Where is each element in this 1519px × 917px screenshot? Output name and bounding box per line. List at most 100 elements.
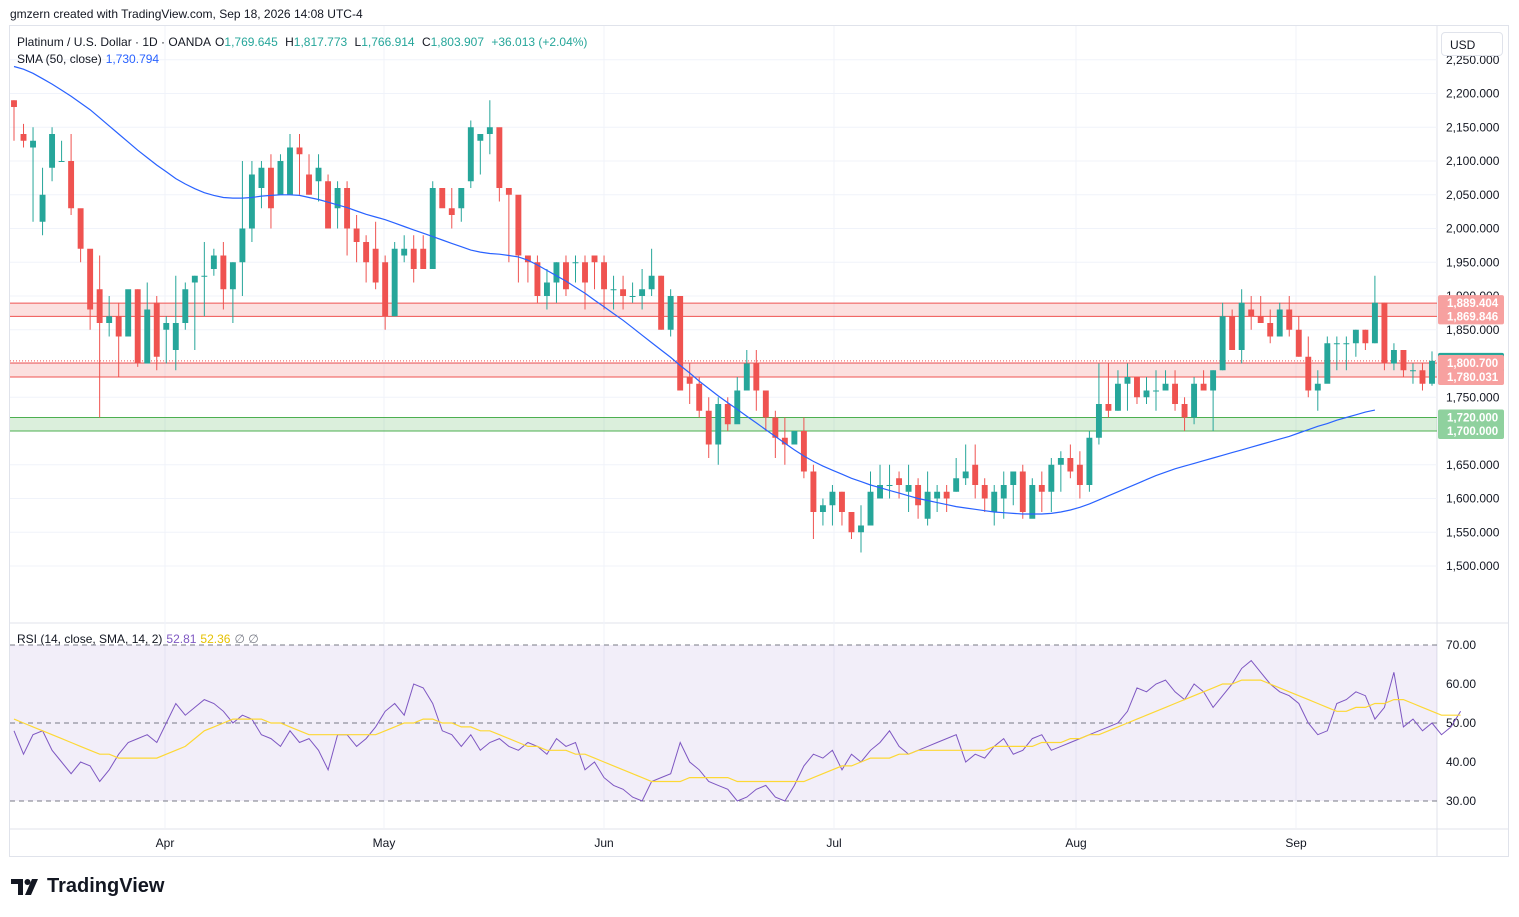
price-label: 1,889.404: [1447, 298, 1499, 310]
candle-body: [363, 242, 370, 263]
candle-body: [1286, 309, 1293, 330]
candle-body: [306, 174, 312, 195]
candle-body: [639, 289, 646, 296]
zone-support: [10, 417, 1437, 431]
sma-label: SMA (50, close): [17, 52, 102, 66]
candle-body: [810, 471, 817, 512]
candle-body: [1095, 404, 1102, 438]
rsi-tick-label: 60.00: [1446, 677, 1476, 691]
change-value: +36.013 (+2.04%): [491, 35, 588, 49]
price-label-box: [1438, 308, 1504, 325]
candle-body: [1029, 485, 1036, 519]
candle-body: [287, 147, 293, 195]
candle-body: [410, 248, 417, 269]
candle-body: [743, 363, 750, 391]
candle-body: [153, 302, 160, 357]
rsi-tick-label: 40.00: [1446, 755, 1476, 769]
candle-body: [1210, 370, 1217, 391]
candle-body: [1219, 316, 1226, 371]
candle-body: [1229, 316, 1236, 350]
candle-body: [1238, 302, 1245, 350]
zone-resistance: [10, 363, 1437, 377]
candle-body: [1191, 383, 1198, 418]
candle-body: [268, 167, 274, 209]
candle-body: [1362, 329, 1369, 344]
candle-body: [1371, 302, 1378, 344]
price-tick-label: 1,950.000: [1446, 255, 1500, 269]
candle-body: [848, 512, 855, 533]
candle-body: [1114, 383, 1121, 411]
candle-body: [353, 228, 360, 242]
candle-body: [934, 491, 941, 499]
candle-body: [201, 275, 208, 277]
candle-body: [1038, 485, 1045, 492]
candle-body: [829, 491, 836, 506]
candle-body: [867, 491, 874, 526]
candle-body: [648, 275, 655, 290]
time-tick-label: May: [373, 836, 396, 850]
chart-frame: [9, 25, 1509, 857]
sma-line: [13, 65, 1376, 515]
candle-body: [839, 491, 845, 512]
candle-body: [524, 255, 531, 263]
time-tick-label: Jun: [594, 836, 613, 850]
candle-body: [1257, 316, 1264, 323]
attribution: gmzern created with TradingView.com, Sep…: [10, 7, 363, 21]
candle-body: [1410, 370, 1416, 372]
candle-body: [762, 390, 769, 418]
open-label: O: [215, 35, 225, 49]
candle-body: [553, 262, 560, 283]
candle-body: [68, 161, 75, 209]
candle-body: [905, 485, 912, 492]
candle-body: [724, 404, 731, 425]
candle-body: [296, 147, 303, 155]
candle-body: [981, 485, 988, 499]
candle-body: [620, 289, 627, 296]
candle-body: [772, 417, 779, 438]
candle-body: [1343, 343, 1350, 345]
candle-body: [1172, 383, 1178, 404]
high-value: 1,817.773: [293, 35, 348, 49]
candle-body: [591, 255, 598, 263]
candle-body: [30, 140, 36, 148]
candle-body: [315, 167, 322, 182]
candle-body: [1352, 329, 1359, 344]
rsi-extra: ∅ ∅: [234, 632, 259, 646]
candle-body: [1295, 329, 1302, 357]
candle-body: [134, 289, 141, 364]
price-tick-label: 2,000.000: [1446, 222, 1500, 236]
candle-body: [515, 194, 522, 256]
candle-body: [1333, 343, 1340, 345]
candle-body: [1057, 458, 1064, 465]
time-tick-label: Sep: [1285, 836, 1307, 850]
price-label: 1,869.846: [1447, 311, 1498, 323]
low-label: L: [354, 35, 362, 49]
candle-body: [458, 188, 465, 209]
candle-body: [1010, 471, 1017, 485]
currency-button[interactable]: USD: [1441, 32, 1503, 56]
candle-body: [448, 208, 455, 215]
rsi-tick-label: 30.00: [1446, 794, 1476, 808]
candle-body: [915, 485, 922, 506]
low-value: 1,766.914: [361, 35, 415, 49]
candle-body: [686, 377, 693, 384]
time-tick-label: Jul: [826, 836, 841, 850]
candle-body: [182, 289, 189, 323]
candle-body: [391, 248, 398, 317]
candle-body: [1248, 309, 1255, 317]
candle-body: [1048, 464, 1055, 492]
candle-body: [477, 134, 484, 141]
price-tick-label: 1,550.000: [1446, 525, 1500, 539]
tradingview-logo-text: TradingView: [47, 875, 165, 897]
rsi-tick-label: 50.00: [1446, 716, 1476, 730]
candle-body: [1019, 471, 1026, 512]
price-tick-label: 2,150.000: [1446, 120, 1500, 134]
candle-body: [658, 275, 665, 330]
candle-body: [325, 181, 332, 229]
tradingview-logo-icon: [11, 877, 41, 897]
candle-body: [696, 383, 703, 411]
price-tick-label: 1,750.000: [1446, 390, 1500, 404]
candle-body: [11, 100, 17, 107]
time-tick-label: Apr: [156, 836, 175, 850]
